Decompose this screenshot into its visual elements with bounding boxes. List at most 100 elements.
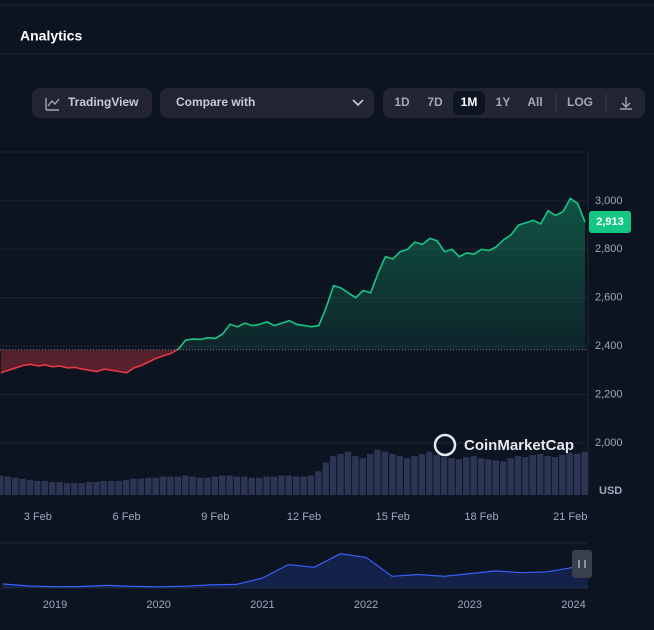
price-line: [0, 349, 179, 374]
range-button[interactable]: 1Y: [496, 95, 511, 109]
volume-bar: [130, 478, 137, 495]
range-button[interactable]: 1D: [394, 95, 410, 109]
volume-bar: [48, 482, 56, 495]
volume-bar: [189, 476, 196, 495]
navigator-tick-label: 2024: [561, 599, 585, 611]
range-label: 1Y: [496, 95, 511, 109]
x-tick-label: 15 Feb: [376, 511, 410, 523]
range-handle[interactable]: [572, 550, 592, 578]
section-title: Analytics: [20, 28, 82, 44]
volume-bar: [307, 475, 315, 495]
volume-bar: [211, 476, 219, 495]
volume-bar: [470, 456, 477, 495]
navigator-line: [3, 553, 589, 588]
volume-bar: [403, 458, 411, 495]
y-tick-label: 3,000: [595, 195, 623, 207]
volume-bar: [315, 471, 322, 495]
y-unit: USD: [599, 485, 622, 497]
price-tag-label: 2,913: [596, 216, 624, 228]
x-tick-label: 6 Feb: [113, 511, 141, 523]
volume-bar: [433, 454, 440, 495]
compare-dropdown[interactable]: Compare with: [160, 88, 374, 118]
dropdown-label: Compare with: [176, 95, 255, 109]
volume-bar: [322, 462, 329, 495]
volume-bar: [248, 477, 255, 495]
volume-bar: [352, 456, 359, 495]
volume-bar: [411, 456, 418, 495]
volume-bar: [485, 459, 492, 495]
tradingview-button[interactable]: TradingView: [32, 88, 152, 118]
button-label: TradingView: [68, 95, 139, 109]
price-tag: [589, 210, 631, 233]
navigator: 2019 2020 2021 2022 2023 2024: [0, 542, 592, 611]
price-line: [175, 197, 586, 350]
volume-bar: [0, 475, 4, 495]
volume-bar: [241, 476, 248, 495]
x-tick-label: 18 Feb: [464, 511, 498, 523]
volume-bar: [19, 478, 26, 495]
volume-bar: [366, 453, 374, 495]
active-indicator: [453, 91, 485, 115]
y-tick-label: 2,600: [595, 292, 623, 304]
watermark-text: CoinMarketCap: [464, 437, 574, 454]
navigator-tick-label: 2023: [458, 599, 482, 611]
range-label: 1M: [461, 95, 478, 109]
volume-bar: [204, 477, 211, 495]
volume-bar: [581, 451, 588, 495]
volume-bar: [381, 451, 389, 495]
volume-bar: [152, 477, 159, 495]
volume-bar: [359, 458, 366, 495]
volume-bar: [463, 457, 470, 495]
volume-bar: [440, 457, 448, 495]
volume-bar: [145, 477, 152, 495]
y-tick-label: 2,800: [595, 243, 623, 255]
volume-bar: [63, 483, 71, 495]
x-tick-label: 12 Feb: [287, 511, 321, 523]
x-tick-label: 3 Feb: [24, 511, 52, 523]
volume-bar: [93, 482, 100, 495]
y-tick-label: 2,400: [595, 340, 623, 352]
volume-bar: [26, 479, 34, 495]
volume-bar: [233, 476, 241, 495]
log-label: LOG: [567, 95, 593, 109]
price-area: [0, 349, 585, 373]
volume-bar: [529, 454, 536, 495]
volume-bar: [374, 449, 381, 495]
download-button[interactable]: [620, 97, 632, 110]
volume-bar: [226, 475, 233, 495]
volume-bar: [477, 458, 485, 495]
y-tick-label: 2,200: [595, 388, 623, 400]
price-area: [177, 198, 585, 350]
volume-bar: [337, 453, 344, 495]
volume-bar: [566, 452, 573, 495]
volume-bar: [41, 480, 48, 495]
volume-bar: [34, 480, 41, 495]
volume-bar: [500, 461, 507, 495]
volume-bar: [514, 456, 522, 495]
volume-bar: [137, 478, 145, 495]
volume-bar: [167, 476, 174, 495]
volume-bar: [559, 454, 566, 495]
range-button[interactable]: All: [527, 95, 542, 109]
navigator-area: [3, 553, 589, 588]
volume-bar: [159, 476, 167, 495]
log-button[interactable]: LOG: [567, 95, 593, 109]
navigator-tick-label: 2021: [250, 599, 274, 611]
range-button[interactable]: 1M: [453, 91, 485, 115]
range-button[interactable]: 7D: [427, 95, 443, 109]
handle-grip: [578, 560, 586, 568]
volume-bar: [292, 476, 300, 495]
volume-bar: [492, 460, 500, 495]
volume-bar: [396, 456, 403, 495]
navigator-tick-label: 2019: [43, 599, 67, 611]
volume-bar: [174, 476, 182, 495]
volume-bar: [448, 458, 455, 495]
volume-bar: [108, 480, 115, 495]
volume-bar: [100, 480, 108, 495]
range-label: 1D: [394, 95, 410, 109]
volume-bar: [122, 479, 130, 495]
volume-bar: [522, 457, 529, 495]
volume-bar: [182, 475, 189, 495]
handle-body: [572, 550, 592, 578]
